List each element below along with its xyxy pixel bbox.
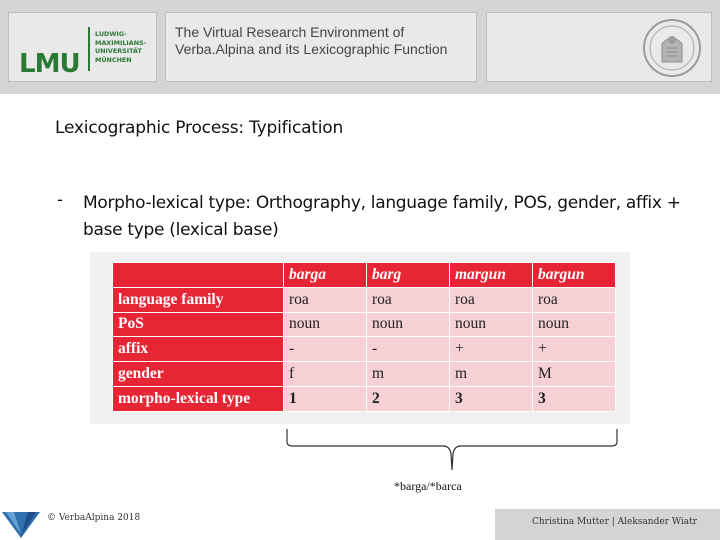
row-header: PoS bbox=[112, 311, 284, 338]
slide-header: LMU LUDWIG- MAXIMILIANS- UNIVERSITÄT MÜN… bbox=[0, 0, 720, 94]
presentation-title: The Virtual Research Environment of Verb… bbox=[175, 24, 448, 57]
footer-copyright: © VerbaAlpina 2018 bbox=[47, 513, 141, 523]
table-cell: roa bbox=[366, 286, 450, 313]
table-cell: f bbox=[283, 361, 367, 387]
column-header: barga bbox=[283, 262, 367, 288]
bullet-marker: - bbox=[57, 190, 64, 210]
table-cell: 2 bbox=[366, 385, 450, 412]
column-header: barg bbox=[366, 262, 450, 288]
row-header: language family bbox=[112, 286, 284, 313]
table-cell: + bbox=[449, 336, 533, 363]
footer-authors: Christina Mutter | Aleksander Wiatr bbox=[532, 517, 698, 527]
curly-brace-icon bbox=[286, 429, 618, 471]
table-row: gender f m m M bbox=[112, 361, 616, 387]
table-cell: - bbox=[366, 336, 450, 363]
footer-authors-box: Christina Mutter | Aleksander Wiatr bbox=[495, 509, 720, 540]
typification-table: barga barg margun bargun language family… bbox=[112, 262, 616, 412]
table-row: language family roa roa roa roa bbox=[112, 286, 616, 313]
lmu-name-line: MAXIMILIANS- bbox=[95, 38, 147, 47]
table-row: affix - - + + bbox=[112, 336, 616, 363]
row-header: morpho-lexical type bbox=[112, 385, 284, 412]
table-cell: 1 bbox=[283, 385, 367, 412]
table-row: PoS noun noun noun noun bbox=[112, 311, 616, 338]
lmu-logo-name: LUDWIG- MAXIMILIANS- UNIVERSITÄT MÜNCHEN bbox=[95, 30, 146, 64]
lmu-name-line: UNIVERSITÄT bbox=[95, 47, 142, 56]
table-cell: noun bbox=[366, 311, 450, 338]
reconstruction-footnote: *barga/*barca bbox=[394, 479, 462, 493]
table-cell: 3 bbox=[449, 385, 533, 412]
table-cell: m bbox=[366, 361, 450, 387]
table-cell: noun bbox=[283, 311, 367, 338]
table-cell: M bbox=[532, 361, 616, 387]
section-title: Lexicographic Process: Typification bbox=[55, 118, 344, 138]
seal-box bbox=[486, 12, 712, 82]
table-cell: - bbox=[283, 336, 367, 363]
lmu-name-line: LUDWIG- bbox=[95, 30, 127, 38]
lmu-name-line: MÜNCHEN bbox=[95, 55, 132, 64]
table-header-row: barga barg margun bargun bbox=[112, 262, 616, 288]
table-cell: roa bbox=[283, 286, 367, 313]
row-header: affix bbox=[112, 336, 284, 363]
table-corner-cell bbox=[112, 262, 284, 288]
table-cell: noun bbox=[532, 311, 616, 338]
table-cell: + bbox=[532, 336, 616, 363]
table-cell: m bbox=[449, 361, 533, 387]
table-cell: noun bbox=[449, 311, 533, 338]
bullet-text: Morpho-lexical type: Orthography, langua… bbox=[83, 193, 681, 240]
lmu-logo-mark: LMU bbox=[19, 49, 81, 79]
table-cell: 3 bbox=[532, 385, 616, 412]
presentation-title-box: The Virtual Research Environment of Verb… bbox=[165, 12, 477, 82]
column-header: bargun bbox=[532, 262, 616, 288]
row-header: gender bbox=[112, 361, 284, 387]
lmu-logo: LMU LUDWIG- MAXIMILIANS- UNIVERSITÄT MÜN… bbox=[8, 12, 157, 82]
verba-alpina-logo-icon bbox=[2, 512, 40, 538]
university-seal-icon bbox=[643, 19, 701, 77]
column-header: margun bbox=[449, 262, 533, 288]
table-cell: roa bbox=[449, 286, 533, 313]
table-cell: roa bbox=[532, 286, 616, 313]
table-row: morpho-lexical type 1 2 3 3 bbox=[112, 385, 616, 412]
lmu-logo-divider bbox=[88, 27, 90, 71]
